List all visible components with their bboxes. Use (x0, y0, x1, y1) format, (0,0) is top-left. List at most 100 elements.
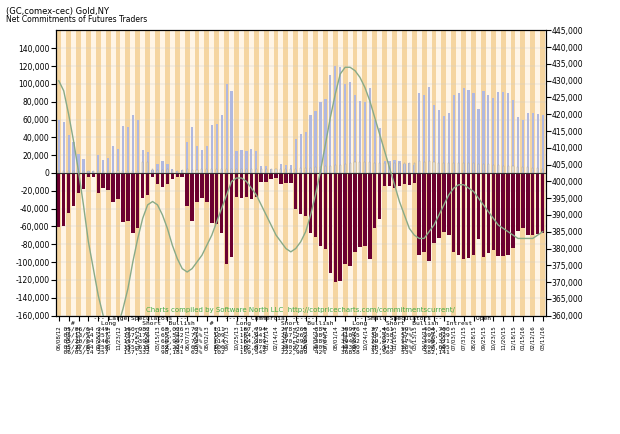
Bar (285, 168, 286, 173)
Bar (219, 30, 224, 316)
Bar (175, 173, 179, 177)
Bar (384, 161, 386, 173)
Bar (96, 30, 100, 316)
Bar (249, 30, 254, 316)
Bar (275, 169, 277, 173)
Text: (GC,comex-cec) Gold,NY: (GC,comex-cec) Gold,NY (6, 7, 109, 16)
Bar (141, 150, 144, 173)
Bar (260, 173, 263, 182)
Bar (63, 122, 65, 173)
Bar (231, 91, 232, 173)
Bar (290, 168, 291, 173)
Bar (220, 173, 223, 233)
Bar (432, 30, 436, 316)
Bar (229, 30, 234, 316)
Bar (319, 173, 322, 246)
Bar (265, 166, 267, 173)
Bar (86, 30, 91, 316)
Bar (211, 125, 213, 173)
Bar (378, 173, 381, 219)
Bar (250, 149, 252, 173)
Bar (137, 171, 138, 173)
Bar (319, 102, 322, 173)
Bar (255, 168, 257, 173)
Bar (493, 165, 494, 173)
Bar (241, 150, 242, 173)
Bar (78, 154, 79, 173)
Bar (324, 173, 327, 249)
Bar (241, 168, 242, 173)
Bar (537, 168, 538, 173)
Bar (422, 173, 426, 252)
Bar (447, 173, 451, 234)
Bar (404, 163, 405, 173)
Bar (88, 171, 89, 173)
Bar (278, 30, 283, 316)
Bar (186, 142, 188, 173)
Bar (407, 30, 412, 316)
Bar (82, 173, 85, 189)
Bar (190, 173, 194, 221)
Bar (517, 117, 519, 173)
Bar (192, 170, 193, 173)
Bar (56, 30, 61, 316)
Bar (260, 166, 262, 173)
Bar (224, 30, 229, 316)
Bar (478, 164, 479, 173)
Bar (496, 30, 501, 316)
Bar (72, 173, 75, 206)
Bar (392, 30, 397, 316)
Bar (177, 171, 178, 173)
Bar (62, 173, 66, 226)
Bar (399, 163, 400, 173)
Bar (458, 93, 460, 173)
Bar (270, 168, 272, 173)
Bar (176, 171, 179, 173)
Bar (358, 173, 361, 247)
Bar (393, 173, 396, 188)
Bar (97, 155, 99, 173)
Bar (196, 146, 198, 173)
Bar (115, 30, 120, 316)
Bar (98, 171, 99, 173)
Bar (185, 30, 190, 316)
Bar (255, 151, 257, 173)
Bar (418, 93, 420, 173)
Bar (151, 173, 154, 178)
Bar (397, 30, 402, 316)
Bar (240, 173, 243, 198)
Bar (334, 173, 337, 282)
Bar (221, 115, 223, 173)
Bar (206, 146, 208, 173)
Bar (483, 164, 484, 173)
Bar (527, 113, 529, 173)
Text: --- Large Speculators ---          ------ Commercial -------          -- Small S: --- Large Speculators --- ------ Commerc… (56, 316, 491, 355)
Bar (87, 171, 89, 173)
Bar (432, 173, 436, 243)
Bar (102, 173, 105, 188)
Bar (333, 30, 338, 316)
Bar (324, 99, 327, 173)
Bar (536, 114, 539, 173)
Bar (265, 168, 267, 173)
Bar (87, 173, 90, 177)
Bar (205, 30, 210, 316)
Bar (288, 30, 293, 316)
Bar (182, 170, 183, 173)
Bar (520, 30, 525, 316)
Bar (448, 163, 450, 173)
Bar (245, 173, 248, 197)
Bar (402, 30, 407, 316)
Bar (239, 30, 244, 316)
Bar (403, 164, 405, 173)
Bar (497, 173, 500, 256)
Bar (422, 30, 427, 316)
Bar (132, 171, 133, 173)
Bar (382, 30, 387, 316)
Bar (463, 88, 465, 173)
Bar (330, 166, 331, 173)
Bar (112, 146, 114, 173)
Bar (473, 163, 474, 173)
Bar (339, 173, 342, 281)
Bar (226, 169, 227, 173)
